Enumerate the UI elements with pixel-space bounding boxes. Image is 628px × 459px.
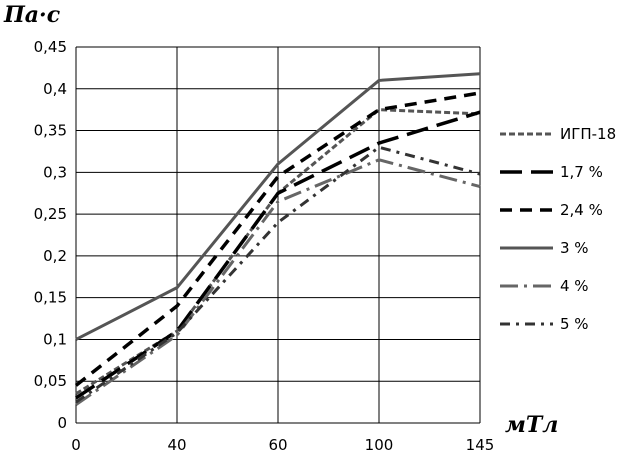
y-tick-label: 0,45 [34, 38, 67, 56]
x-tick-label: 145 [466, 436, 495, 454]
legend-label: 3 % [560, 239, 589, 257]
legend-label: ИГП-18 [560, 125, 616, 143]
tick-labels: 0 0,05 0,1 0,15 0,2 0,25 0,3 0,35 0,4 0,45 0 40 60 10… [34, 38, 495, 454]
y-tick-label: 0,2 [43, 247, 67, 265]
series-line [75, 158, 481, 406]
x-axis-title: мТл [505, 412, 558, 438]
y-tick-label: 0,4 [43, 80, 67, 98]
legend-label: 1,7 % [560, 163, 603, 181]
series-line [75, 145, 481, 404]
series-line [75, 110, 481, 400]
legend: ИГП-18 1,7 % 2,4 % 3 % 4 % 5 % [500, 125, 616, 333]
y-tick-label: 0,3 [43, 163, 67, 181]
x-tick-label: 100 [365, 436, 394, 454]
y-tick-label: 0,25 [34, 205, 67, 223]
legend-label: 4 % [560, 277, 589, 295]
y-tick-label: 0,1 [43, 330, 67, 348]
y-axis-title: Па·с [3, 2, 61, 28]
axes [75, 47, 480, 424]
x-tick-label: 40 [167, 436, 186, 454]
y-tick-label: 0,35 [34, 122, 67, 140]
grid [76, 46, 481, 423]
x-tick-label: 60 [268, 436, 287, 454]
y-tick-label: 0,15 [34, 289, 67, 307]
x-tick-label: 0 [71, 436, 81, 454]
y-tick-label: 0,05 [34, 372, 67, 390]
y-tick-label: 0 [57, 414, 67, 432]
series-line [74, 91, 481, 387]
series-line [75, 72, 481, 341]
series-lines [74, 72, 481, 406]
legend-label: 5 % [560, 315, 589, 333]
legend-label: 2,4 % [560, 201, 603, 219]
